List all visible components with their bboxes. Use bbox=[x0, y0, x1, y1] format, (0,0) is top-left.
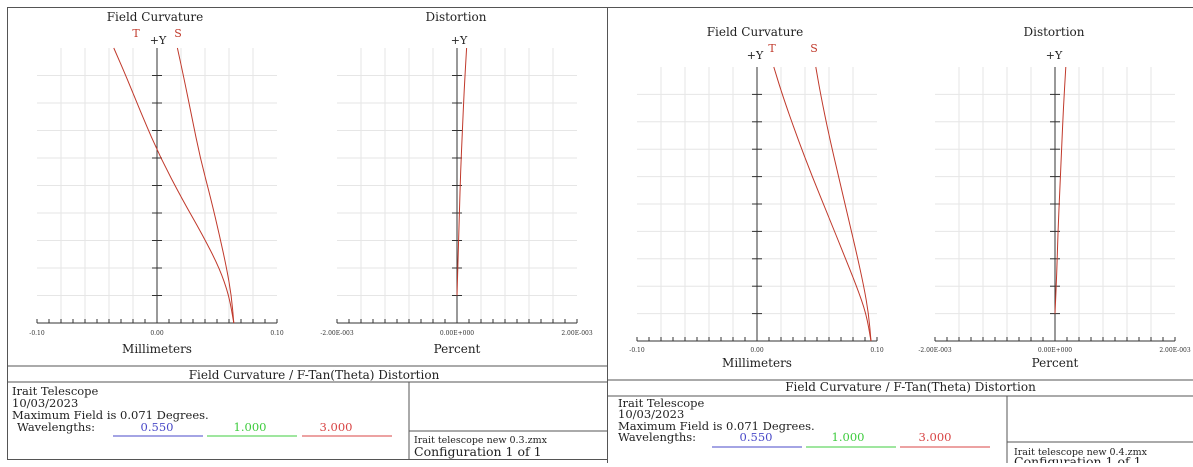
panel-1-field-curvature-title: Field Curvature bbox=[107, 10, 204, 24]
panel-2-distortion-title: Distortion bbox=[1023, 25, 1084, 39]
panel-1-footer: Field Curvature / F-Tan(Theta) Distortio… bbox=[7, 366, 607, 459]
panel-1-distortion-chart: Distortion +Y -2.00E-003 0.00E+000 2.00E-003… bbox=[320, 10, 593, 356]
panel-1-distortion-tick-label: 0.00E+000 bbox=[440, 330, 474, 337]
panel-1-field-curvature-tick-label: 0.00 bbox=[150, 330, 164, 337]
panel-1-field-curvature-label-t: T bbox=[132, 27, 140, 40]
panel-1-config-label: Configuration 1 of 1 bbox=[414, 444, 542, 459]
panel-1-field-curvature-chart: Field Curvature +Y T S -0.10 0.00 0.10 Millimet… bbox=[29, 10, 284, 356]
panel-1-field-curvature-tick-label: -0.10 bbox=[29, 330, 45, 337]
panel-2-field-curvature-tick-label: 0.10 bbox=[870, 347, 884, 354]
panel-1-field-curvature-xlabel: Millimeters bbox=[122, 342, 192, 356]
panel-2-frame bbox=[608, 8, 1193, 464]
panel-2-distortion-tick-label: 2.00E-003 bbox=[1159, 347, 1191, 354]
panel-1-wavelengths-label: Wavelengths: bbox=[17, 420, 95, 434]
panel-1-distortion-title: Distortion bbox=[425, 10, 486, 24]
panel-2-field-curvature-title: Field Curvature bbox=[707, 25, 804, 39]
panel-2-wavelength-value: 0.550 bbox=[740, 430, 773, 444]
panel-2-footer-title: Field Curvature / F-Tan(Theta) Distortio… bbox=[785, 380, 1036, 394]
panel-2-distortion-series-0 bbox=[1055, 67, 1066, 314]
panel-2-field-curvature-label-s: S bbox=[810, 42, 818, 55]
panel-2-config-label: Configuration 1 of 1 bbox=[1014, 454, 1142, 463]
panel-2-field-curvature-axis-label: +Y bbox=[747, 49, 764, 62]
panel-2-distortion-xlabel: Percent bbox=[1032, 356, 1079, 370]
panel-1-distortion-xlabel: Percent bbox=[434, 342, 481, 356]
panel-2-field-curvature-tick-label: 0.00 bbox=[750, 347, 764, 354]
panel-1-distortion-axis-label: +Y bbox=[451, 34, 468, 47]
panel-2-distortion-tick-label: -2.00E-003 bbox=[918, 347, 952, 354]
panel-1-distortion-tick-label: 2.00E-003 bbox=[561, 330, 593, 337]
panel-2-field-curvature-tick-label: -0.10 bbox=[629, 347, 645, 354]
panel-2-field-curvature-chart: Field Curvature +Y T S -0.10 0.00 0.10 Millimet… bbox=[629, 25, 884, 370]
panel-2-field-curvature-xlabel: Millimeters bbox=[722, 356, 792, 370]
panel-1-distortion-tick-label: -2.00E-003 bbox=[320, 330, 354, 337]
panels-root: Field Curvature +Y T S -0.10 0.00 0.10 Millimet… bbox=[7, 8, 1193, 464]
panel-1-field-curvature-label-s: S bbox=[174, 27, 182, 40]
panel-1-footer-title: Field Curvature / F-Tan(Theta) Distortio… bbox=[189, 368, 440, 382]
panel-1-distortion-series-0 bbox=[457, 48, 467, 296]
panel-2-field-curvature-label-t: T bbox=[768, 42, 776, 55]
panel-2-wavelength-value: 3.000 bbox=[919, 430, 952, 444]
panel-1-field-curvature-tick-label: 0.10 bbox=[270, 330, 284, 337]
panel-1-wavelength-value: 3.000 bbox=[320, 420, 353, 434]
panel-2-footer: Field Curvature / F-Tan(Theta) Distortio… bbox=[607, 380, 1193, 463]
panel-1-wavelength-value: 1.000 bbox=[234, 420, 267, 434]
panel-2-wavelength-value: 1.000 bbox=[832, 430, 865, 444]
panel-2-distortion-axis-label: +Y bbox=[1046, 49, 1063, 62]
panel-2-wavelengths-label: Wavelengths: bbox=[618, 430, 696, 444]
panel-2-distortion-chart: Distortion +Y -2.00E-003 0.00E+000 2.00E-003… bbox=[918, 25, 1191, 370]
panel-1-field-curvature-axis-label: +Y bbox=[150, 34, 167, 47]
panel-2-distortion-tick-label: 0.00E+000 bbox=[1038, 347, 1072, 354]
panel-1-wavelength-value: 0.550 bbox=[141, 420, 174, 434]
